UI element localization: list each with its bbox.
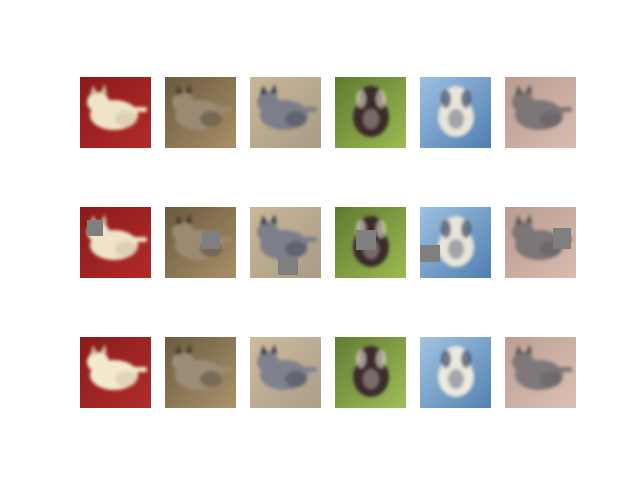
image-tile-masked-3	[250, 207, 321, 278]
image-tile-masked-6	[505, 207, 576, 278]
mask-patch-3-1	[278, 257, 298, 275]
image-tile-reconstructed-6	[505, 337, 576, 408]
image-tile-reconstructed-4	[335, 337, 406, 408]
image-tile-original-2	[165, 77, 236, 148]
image-tile-masked-5	[420, 207, 491, 278]
image-tile-reconstructed-1	[80, 337, 151, 408]
image-tile-masked-2	[165, 207, 236, 278]
image-tile-original-4	[335, 77, 406, 148]
image-tile-original-6	[505, 77, 576, 148]
mask-patch-1-1	[87, 220, 103, 236]
image-tile-original-1	[80, 77, 151, 148]
mask-patch-4-1	[356, 230, 376, 250]
mask-patch-6-1	[553, 228, 571, 249]
image-tile-original-5	[420, 77, 491, 148]
mask-patch-5-1	[420, 245, 440, 262]
image-tile-original-3	[250, 77, 321, 148]
image-tile-reconstructed-2	[165, 337, 236, 408]
image-tile-masked-1	[80, 207, 151, 278]
image-tile-masked-4	[335, 207, 406, 278]
image-tile-reconstructed-5	[420, 337, 491, 408]
image-tile-reconstructed-3	[250, 337, 321, 408]
mask-patch-2-1	[202, 231, 220, 249]
